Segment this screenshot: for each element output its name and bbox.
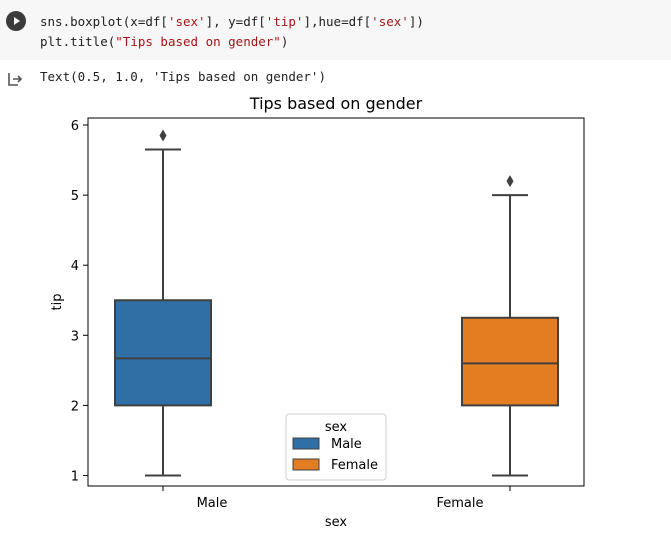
code-token: )	[280, 34, 289, 49]
code-string: 'tip'	[265, 14, 304, 29]
chart-legend: sex Male Female	[285, 413, 387, 481]
code-line-1: sns.boxplot(x=df['sex'], y=df['tip'],hue…	[40, 12, 424, 32]
x-axis-label: sex	[325, 515, 348, 530]
code-token: plt.title(	[40, 34, 116, 49]
box-female	[461, 175, 559, 477]
code-string: 'sex'	[167, 14, 206, 29]
code-token: ],hue=df[	[303, 14, 372, 29]
y-tick-label: 5	[71, 189, 79, 204]
code-token: sns.boxplot(x=df[	[40, 14, 168, 29]
code-token: ], y=df[	[205, 14, 266, 29]
code-line-2: plt.title("Tips based on gender")	[40, 32, 424, 52]
boxes-group	[114, 129, 559, 477]
legend-label: Female	[331, 458, 378, 473]
code-token: ])	[408, 14, 424, 29]
output-icon	[8, 73, 23, 86]
x-axis: Male Female	[162, 486, 511, 511]
code-string: 'sex'	[371, 14, 409, 29]
y-tick-label: 2	[71, 399, 79, 414]
y-tick-label: 1	[71, 469, 79, 484]
box-iqr	[461, 316, 559, 407]
y-tick-label: 4	[71, 259, 79, 274]
x-tick-label: Female	[436, 496, 483, 511]
outlier-marker	[506, 175, 514, 188]
legend-swatch	[292, 437, 320, 450]
cell-output-text: Text(0.5, 1.0, 'Tips based on gender')	[40, 69, 326, 84]
legend-label: Male	[331, 437, 362, 452]
code-string: "Tips based on gender"	[115, 34, 281, 49]
code-cell[interactable]: sns.boxplot(x=df['sex'], y=df['tip'],hue…	[0, 0, 671, 60]
plot-frame	[87, 117, 585, 487]
legend-title: sex	[325, 420, 348, 435]
code-editor[interactable]: sns.boxplot(x=df['sex'], y=df['tip'],hue…	[40, 12, 424, 52]
box-male	[114, 129, 212, 477]
y-tick-label: 3	[71, 329, 79, 344]
boxplot-chart: Tips based on gender 1 2 3 4 5 6 Male Female s…	[50, 94, 585, 530]
y-axis: 1 2 3 4 5 6	[71, 119, 88, 484]
x-tick-label: Male	[197, 496, 228, 511]
box-iqr	[114, 299, 212, 407]
run-cell-button[interactable]	[6, 11, 26, 31]
chart-title: Tips based on gender	[249, 94, 423, 113]
play-icon	[14, 17, 20, 25]
y-axis-label: tip	[50, 294, 65, 311]
legend-swatch	[292, 458, 320, 471]
y-tick-label: 6	[71, 119, 79, 134]
outlier-marker	[159, 129, 167, 142]
